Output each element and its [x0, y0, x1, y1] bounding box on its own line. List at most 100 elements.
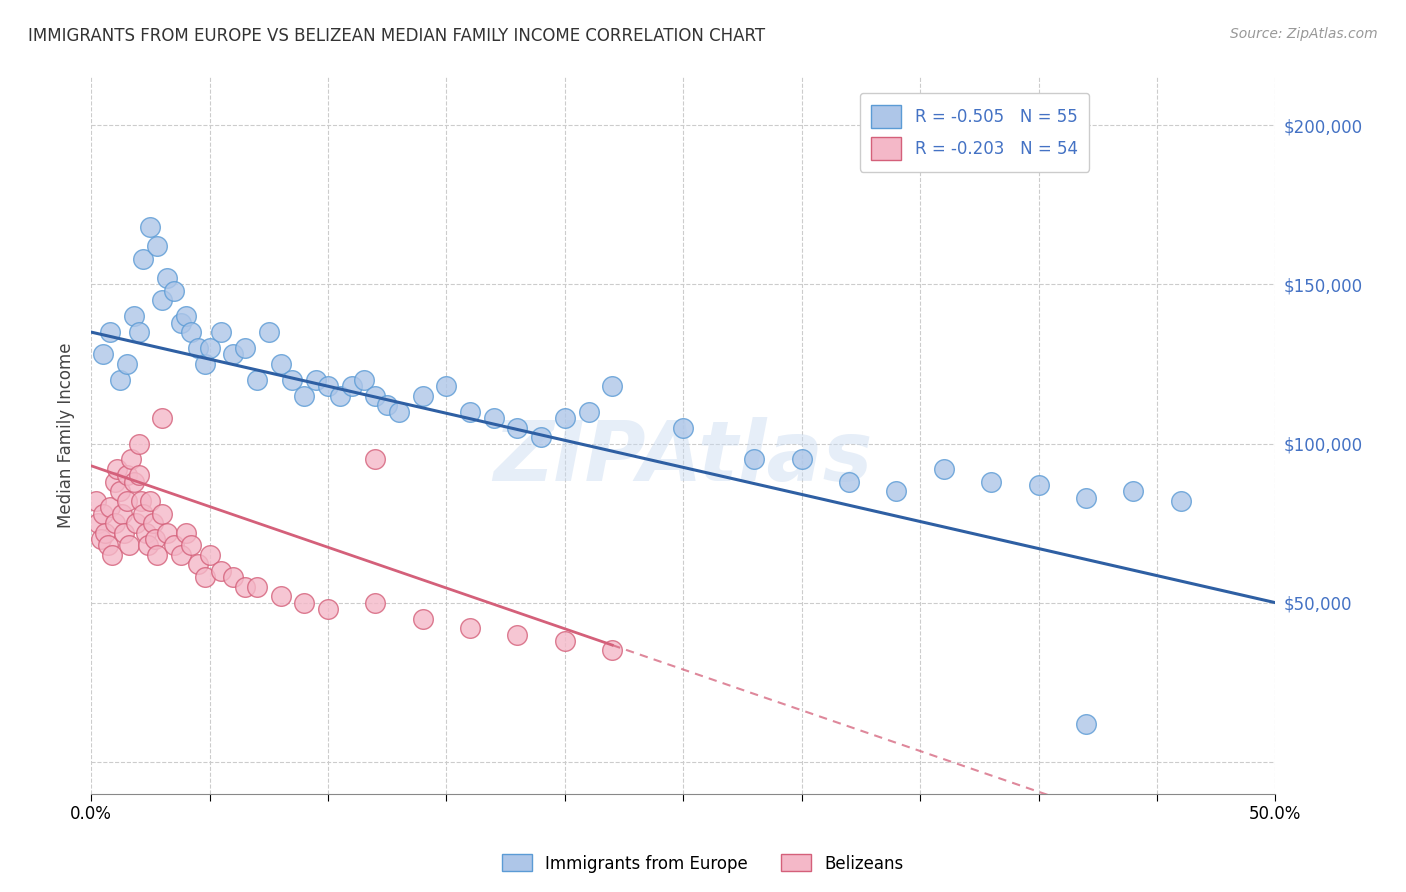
Point — [91, 507, 114, 521]
Point — [305, 373, 328, 387]
Point — [292, 389, 315, 403]
Point — [163, 284, 186, 298]
Point — [128, 468, 150, 483]
Point — [97, 538, 120, 552]
Point — [246, 580, 269, 594]
Point — [118, 538, 141, 552]
Point — [143, 532, 166, 546]
Point — [101, 548, 124, 562]
Point — [375, 398, 398, 412]
Point — [600, 643, 623, 657]
Point — [198, 341, 221, 355]
Point — [838, 475, 860, 489]
Point — [90, 532, 112, 546]
Point — [506, 420, 529, 434]
Point — [150, 293, 173, 308]
Point — [174, 525, 197, 540]
Point — [270, 590, 292, 604]
Point — [108, 484, 131, 499]
Point — [146, 239, 169, 253]
Point — [91, 347, 114, 361]
Point — [600, 379, 623, 393]
Point — [180, 325, 202, 339]
Point — [353, 373, 375, 387]
Point — [142, 516, 165, 530]
Point — [198, 548, 221, 562]
Point — [120, 452, 142, 467]
Point — [150, 411, 173, 425]
Point — [139, 493, 162, 508]
Point — [364, 389, 387, 403]
Point — [132, 252, 155, 266]
Point — [170, 316, 193, 330]
Point — [128, 325, 150, 339]
Point — [112, 525, 135, 540]
Point — [980, 475, 1002, 489]
Point — [180, 538, 202, 552]
Point — [146, 548, 169, 562]
Point — [316, 379, 339, 393]
Text: IMMIGRANTS FROM EUROPE VS BELIZEAN MEDIAN FAMILY INCOME CORRELATION CHART: IMMIGRANTS FROM EUROPE VS BELIZEAN MEDIA… — [28, 27, 765, 45]
Point — [270, 357, 292, 371]
Point — [554, 411, 576, 425]
Point — [187, 341, 209, 355]
Point — [108, 373, 131, 387]
Point — [105, 462, 128, 476]
Point — [194, 357, 217, 371]
Point — [156, 271, 179, 285]
Text: ZIPAtlas: ZIPAtlas — [494, 417, 873, 498]
Point — [104, 475, 127, 489]
Point — [1122, 484, 1144, 499]
Point — [1074, 491, 1097, 505]
Point — [482, 411, 505, 425]
Point — [578, 405, 600, 419]
Point — [122, 309, 145, 323]
Point — [672, 420, 695, 434]
Legend: Immigrants from Europe, Belizeans: Immigrants from Europe, Belizeans — [495, 847, 911, 880]
Point — [886, 484, 908, 499]
Point — [170, 548, 193, 562]
Point — [187, 558, 209, 572]
Point — [94, 525, 117, 540]
Point — [129, 493, 152, 508]
Y-axis label: Median Family Income: Median Family Income — [58, 343, 75, 528]
Point — [84, 493, 107, 508]
Point — [139, 220, 162, 235]
Point — [125, 516, 148, 530]
Point — [1028, 478, 1050, 492]
Point — [115, 468, 138, 483]
Point — [209, 325, 232, 339]
Point — [506, 627, 529, 641]
Point — [458, 621, 481, 635]
Point — [1074, 716, 1097, 731]
Point — [156, 525, 179, 540]
Point — [364, 452, 387, 467]
Point — [209, 564, 232, 578]
Point — [412, 389, 434, 403]
Point — [340, 379, 363, 393]
Point — [436, 379, 458, 393]
Point — [104, 516, 127, 530]
Point — [128, 436, 150, 450]
Point — [292, 596, 315, 610]
Point — [246, 373, 269, 387]
Point — [281, 373, 304, 387]
Legend: R = -0.505   N = 55, R = -0.203   N = 54: R = -0.505 N = 55, R = -0.203 N = 54 — [860, 93, 1090, 172]
Point — [1170, 493, 1192, 508]
Point — [111, 507, 134, 521]
Point — [790, 452, 813, 467]
Point — [136, 538, 159, 552]
Point — [115, 493, 138, 508]
Point — [316, 602, 339, 616]
Point — [115, 357, 138, 371]
Point — [458, 405, 481, 419]
Point — [222, 570, 245, 584]
Point — [388, 405, 411, 419]
Point — [554, 633, 576, 648]
Point — [233, 580, 256, 594]
Point — [122, 475, 145, 489]
Point — [932, 462, 955, 476]
Point — [132, 507, 155, 521]
Point — [530, 430, 553, 444]
Point — [135, 525, 157, 540]
